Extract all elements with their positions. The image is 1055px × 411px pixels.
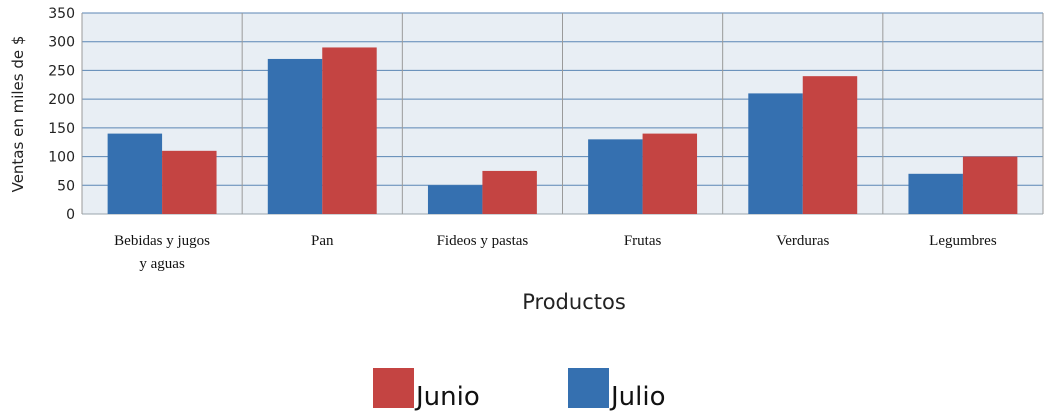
legend-label-junio: Junio <box>414 382 480 411</box>
bar-junio <box>802 76 858 215</box>
bar-julio <box>908 173 963 214</box>
bar-junio <box>162 150 217 214</box>
bar-junio <box>962 156 1018 214</box>
category-dividers <box>81 13 1044 214</box>
x-axis-title: Productos <box>522 290 626 314</box>
bar-julio <box>267 58 323 214</box>
y-tick-label: 300 <box>48 35 75 51</box>
legend-label-julio: Julio <box>609 382 666 411</box>
y-axis-title: Ventas en miles de $ <box>9 36 27 193</box>
bar-julio <box>588 139 643 214</box>
category-labels: Bebidas y jugos y aguas Pan Fideos y pastas… <box>114 233 997 272</box>
y-tick-label: 50 <box>57 178 75 194</box>
legend: Junio Julio <box>373 368 666 411</box>
category-label: Verduras <box>776 233 829 249</box>
y-tick-label: 350 <box>48 6 75 22</box>
legend-swatch-julio <box>568 368 609 408</box>
bar-junio <box>322 47 377 215</box>
y-tick-label: 250 <box>48 63 75 79</box>
category-label: Bebidas y jugos <box>114 233 210 249</box>
bars <box>107 47 1018 215</box>
category-label: Frutas <box>624 233 662 249</box>
category-label: Fideos y pastas <box>437 233 529 249</box>
y-tick-label: 150 <box>48 121 75 137</box>
bar-junio <box>642 133 698 214</box>
category-label: y aguas <box>139 256 185 272</box>
y-tick-label: 100 <box>48 150 75 166</box>
legend-swatch-junio <box>373 368 414 408</box>
y-tick-label: 200 <box>48 92 75 108</box>
y-tick-label: 0 <box>66 207 75 223</box>
bar-junio <box>482 170 537 214</box>
bar-julio <box>107 133 163 214</box>
y-tick-labels: 0 50 100 150 200 250 300 350 <box>48 6 75 223</box>
category-label: Pan <box>311 233 334 249</box>
bar-julio <box>427 185 483 214</box>
category-label: Legumbres <box>929 233 997 249</box>
bar-julio <box>748 93 803 214</box>
